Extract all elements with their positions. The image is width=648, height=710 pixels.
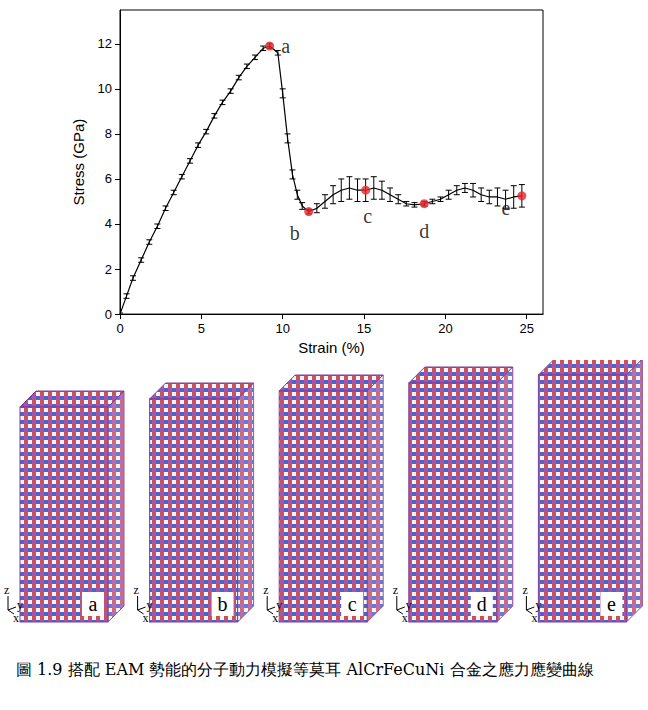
html-text:圖 1.9 搭配 EAM 勢能的分子動力模擬等莫耳 AlCr: 圖 1.9 搭配 EAM 勢能的分子動力模擬等莫耳 AlCrFeCuNi 合金之… xyxy=(16,660,594,679)
svg-text:0: 0 xyxy=(105,307,112,322)
svg-text:y: y xyxy=(535,598,541,612)
svg-text:z: z xyxy=(134,583,139,597)
svg-text:a: a xyxy=(281,35,290,57)
svg-text:0: 0 xyxy=(116,321,123,336)
svg-text:c: c xyxy=(363,205,372,227)
svg-text:y: y xyxy=(276,598,282,612)
svg-text:x: x xyxy=(402,611,408,625)
svg-text:e: e xyxy=(501,197,510,219)
svg-text:e: e xyxy=(607,593,616,615)
svg-text:d: d xyxy=(477,593,487,615)
svg-text:z: z xyxy=(522,583,527,597)
svg-text:x: x xyxy=(272,611,278,625)
svg-text:b: b xyxy=(290,222,300,244)
svg-text:x: x xyxy=(13,611,19,625)
svg-text:12: 12 xyxy=(98,36,112,51)
svg-text:6: 6 xyxy=(105,171,112,186)
svg-text:10: 10 xyxy=(98,81,112,96)
svg-text:8: 8 xyxy=(105,126,112,141)
svg-text:x: x xyxy=(531,611,537,625)
svg-text:y: y xyxy=(406,598,412,612)
svg-text:b: b xyxy=(218,593,228,615)
svg-text:Strain (%): Strain (%) xyxy=(298,339,365,356)
svg-text:5: 5 xyxy=(198,321,205,336)
svg-text:y: y xyxy=(17,598,23,612)
svg-text:z: z xyxy=(4,583,9,597)
svg-text:20: 20 xyxy=(438,321,452,336)
svg-text:z: z xyxy=(263,583,268,597)
svg-text:d: d xyxy=(419,220,429,242)
svg-text:z: z xyxy=(393,583,398,597)
svg-text:y: y xyxy=(147,598,153,612)
svg-text:25: 25 xyxy=(519,321,533,336)
svg-text:c: c xyxy=(348,593,357,615)
svg-text:4: 4 xyxy=(105,216,112,231)
svg-text:15: 15 xyxy=(357,321,371,336)
svg-text:x: x xyxy=(143,611,149,625)
svg-text:10: 10 xyxy=(275,321,289,336)
svg-text:2: 2 xyxy=(105,262,112,277)
svg-text:Stress (GPa): Stress (GPa) xyxy=(70,119,87,206)
svg-text:a: a xyxy=(89,593,98,615)
